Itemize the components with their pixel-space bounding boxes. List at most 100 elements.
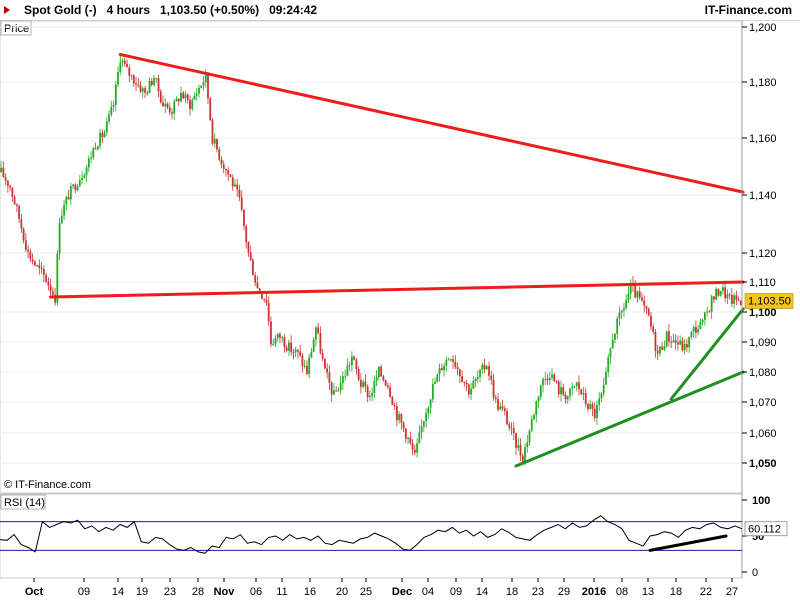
candle-body — [204, 72, 207, 83]
candle-body — [180, 92, 182, 102]
candle-body — [737, 299, 740, 301]
candle-body — [222, 164, 225, 169]
candle-body — [391, 396, 394, 405]
candle-body — [236, 184, 239, 190]
rsi-tick-label: 0 — [752, 567, 758, 579]
candle-body — [128, 67, 131, 76]
support-trendline — [514, 370, 745, 468]
candle-body — [638, 291, 641, 298]
candle-body — [479, 369, 481, 377]
candle-body — [366, 386, 369, 398]
candle-body — [207, 72, 209, 99]
candle-body — [494, 397, 497, 400]
candle-body — [6, 180, 9, 186]
candle-body — [85, 167, 88, 176]
candle-body — [368, 395, 371, 398]
candle-body — [656, 350, 659, 354]
rsi-tick-label: 100 — [752, 495, 770, 507]
candle-body — [384, 380, 387, 386]
candle-body — [652, 326, 655, 332]
time-tick-label: 23 — [164, 586, 176, 598]
candle-body — [620, 310, 623, 313]
candle-body — [485, 366, 488, 370]
candle-body — [119, 62, 122, 72]
time-tick-label: 14 — [112, 586, 124, 598]
candle-body — [157, 78, 160, 92]
candle-body — [425, 413, 427, 422]
candle-body — [261, 293, 263, 299]
time-tick-label: Oct — [25, 586, 44, 598]
time-tick-label: 06 — [250, 586, 262, 598]
candle-body — [560, 387, 562, 395]
candle-body — [461, 375, 463, 383]
candle-body — [9, 185, 12, 188]
play-icon[interactable] — [4, 6, 10, 14]
candle-body — [117, 71, 119, 85]
candle-body — [389, 387, 392, 397]
rsi-panel-label: RSI (14) — [4, 497, 45, 509]
candle-body — [321, 353, 324, 359]
candle-body — [54, 294, 56, 303]
candle-body — [51, 291, 54, 295]
time-tick-label: 28 — [192, 586, 204, 598]
candle-body — [458, 369, 461, 376]
candle-body — [105, 121, 108, 133]
candle-body — [101, 132, 104, 138]
candle-body — [60, 215, 63, 224]
candle-body — [605, 371, 607, 385]
candle-body — [193, 95, 196, 100]
candle-body — [49, 285, 52, 292]
candle-body — [301, 355, 304, 366]
candle-body — [240, 197, 243, 210]
candle-body — [535, 401, 538, 416]
candle-body — [20, 219, 23, 229]
candle-body — [245, 226, 248, 243]
candle-body — [220, 159, 223, 165]
candle-body — [528, 430, 531, 443]
candle-body — [721, 287, 724, 291]
candle-body — [294, 349, 297, 353]
resistance-trendline — [49, 280, 745, 299]
time-tick-label: 04 — [422, 586, 434, 598]
candle-body — [359, 379, 362, 387]
candle-body — [521, 455, 524, 463]
candle-body — [200, 85, 203, 88]
candle-body — [15, 204, 18, 206]
candle-body — [665, 331, 668, 347]
candle-body — [490, 375, 493, 380]
candle-body — [467, 384, 470, 395]
candle-body — [148, 80, 151, 94]
chart-header: Spot Gold (-) 4 hours 1,103.50 (+0.50%) … — [0, 0, 800, 21]
candle-body — [42, 268, 45, 276]
support-trendline — [669, 307, 745, 401]
candle-body — [404, 428, 407, 439]
candle-body — [373, 380, 376, 394]
candle-body — [407, 437, 409, 439]
candle-body — [418, 432, 421, 444]
candle-body — [602, 384, 605, 394]
candle-body — [297, 349, 299, 352]
candle-body — [213, 138, 216, 144]
candle-body — [27, 249, 30, 252]
candle-body — [654, 331, 657, 351]
candle-body — [38, 265, 41, 268]
candle-body — [677, 342, 679, 345]
candle-body — [13, 196, 16, 205]
candle-body — [58, 223, 61, 254]
candle-body — [413, 449, 416, 453]
candle-body — [679, 340, 682, 345]
candle-body — [701, 319, 704, 323]
candle-body — [546, 378, 549, 381]
time-tick-label: 18 — [670, 586, 682, 598]
candle-body — [609, 348, 612, 358]
candle-body — [393, 404, 396, 407]
candle-body — [672, 340, 675, 343]
candle-body — [249, 252, 252, 260]
candle-body — [344, 375, 347, 377]
candle-body — [524, 447, 526, 463]
candle-body — [683, 344, 686, 351]
time-axis: Oct 09 14 19 23 28 Nov 06 11 16 20 25 Dec 04 09 14 18 23 2… — [25, 578, 738, 598]
candle-body — [427, 407, 430, 414]
candle-body — [258, 288, 261, 294]
